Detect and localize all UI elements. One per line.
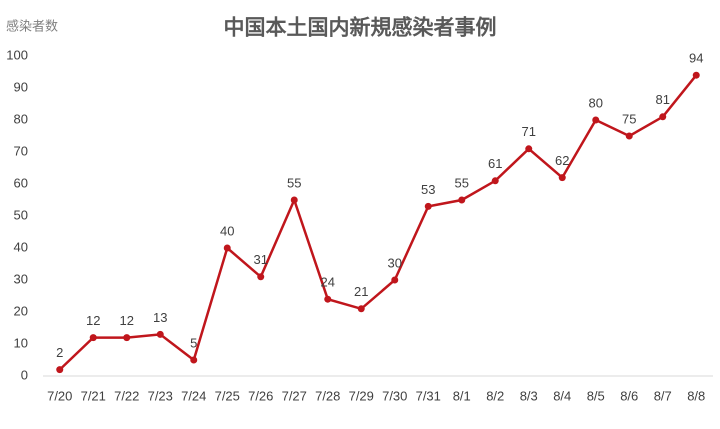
data-label: 2 bbox=[56, 345, 63, 360]
y-axis-label: 感染者数 bbox=[6, 18, 58, 33]
data-label: 31 bbox=[254, 252, 268, 267]
point bbox=[458, 196, 466, 204]
x-tick-label: 7/28 bbox=[315, 388, 340, 403]
x-tick-label: 7/22 bbox=[114, 388, 139, 403]
y-tick-label: 10 bbox=[14, 335, 28, 350]
point bbox=[190, 356, 198, 364]
x-tick-label: 7/27 bbox=[282, 388, 307, 403]
x-tick-label: 8/5 bbox=[587, 388, 605, 403]
point bbox=[659, 113, 667, 121]
x-tick-label: 7/25 bbox=[215, 388, 240, 403]
point bbox=[558, 174, 566, 182]
data-label: 71 bbox=[522, 124, 536, 139]
x-tick-label: 7/26 bbox=[248, 388, 273, 403]
data-label: 5 bbox=[190, 335, 197, 350]
x-tick-label: 8/2 bbox=[486, 388, 504, 403]
x-tick-label: 8/1 bbox=[453, 388, 471, 403]
point bbox=[391, 276, 399, 284]
x-tick-label: 8/7 bbox=[654, 388, 672, 403]
x-tick-label: 8/3 bbox=[520, 388, 538, 403]
point bbox=[491, 177, 499, 185]
y-tick-label: 40 bbox=[14, 239, 28, 254]
data-label: 12 bbox=[86, 313, 100, 328]
point bbox=[424, 202, 432, 210]
data-label: 75 bbox=[622, 111, 636, 126]
point bbox=[592, 116, 600, 124]
point bbox=[290, 196, 298, 204]
data-label: 24 bbox=[321, 275, 335, 290]
point bbox=[324, 295, 332, 303]
y-tick-label: 70 bbox=[14, 143, 28, 158]
x-tick-label: 7/31 bbox=[416, 388, 441, 403]
x-tick-label: 7/20 bbox=[47, 388, 72, 403]
data-label: 53 bbox=[421, 182, 435, 197]
line bbox=[58, 74, 698, 371]
point bbox=[123, 334, 131, 342]
y-tick-label: 80 bbox=[14, 111, 28, 126]
point bbox=[223, 244, 231, 252]
point bbox=[257, 273, 265, 281]
x-tick-label: 8/8 bbox=[687, 388, 705, 403]
data-label: 55 bbox=[455, 175, 469, 190]
x-tick-label: 8/4 bbox=[553, 388, 571, 403]
data-label: 94 bbox=[689, 51, 703, 66]
data-label: 55 bbox=[287, 175, 301, 190]
data-label: 81 bbox=[656, 92, 670, 107]
point bbox=[625, 132, 633, 140]
x-tick-label: 7/21 bbox=[81, 388, 106, 403]
y-tick-label: 90 bbox=[14, 79, 28, 94]
point bbox=[89, 334, 97, 342]
data-label: 80 bbox=[589, 95, 603, 110]
y-tick-label: 100 bbox=[6, 47, 28, 62]
x-tick-label: 7/30 bbox=[382, 388, 407, 403]
point bbox=[692, 71, 700, 79]
y-tick-label: 50 bbox=[14, 207, 28, 222]
chart-title: 中国本土国内新規感染者事例 bbox=[224, 16, 497, 40]
point bbox=[357, 305, 365, 313]
data-label: 62 bbox=[555, 153, 569, 168]
point bbox=[156, 330, 164, 338]
y-tick-label: 0 bbox=[21, 367, 28, 382]
data-label: 12 bbox=[120, 313, 134, 328]
y-tick-label: 30 bbox=[14, 271, 28, 286]
y-tick-label: 60 bbox=[14, 175, 28, 190]
x-tick-label: 7/23 bbox=[148, 388, 173, 403]
data-label: 13 bbox=[153, 310, 167, 325]
y-tick-label: 20 bbox=[14, 303, 28, 318]
data-label: 21 bbox=[354, 284, 368, 299]
x-tick-label: 8/6 bbox=[620, 388, 638, 403]
point bbox=[56, 366, 64, 374]
data-label: 30 bbox=[388, 255, 402, 270]
point bbox=[525, 145, 533, 153]
data-label: 61 bbox=[488, 156, 502, 171]
x-tick-label: 7/24 bbox=[181, 388, 206, 403]
data-label: 40 bbox=[220, 223, 234, 238]
x-tick-label: 7/29 bbox=[349, 388, 374, 403]
